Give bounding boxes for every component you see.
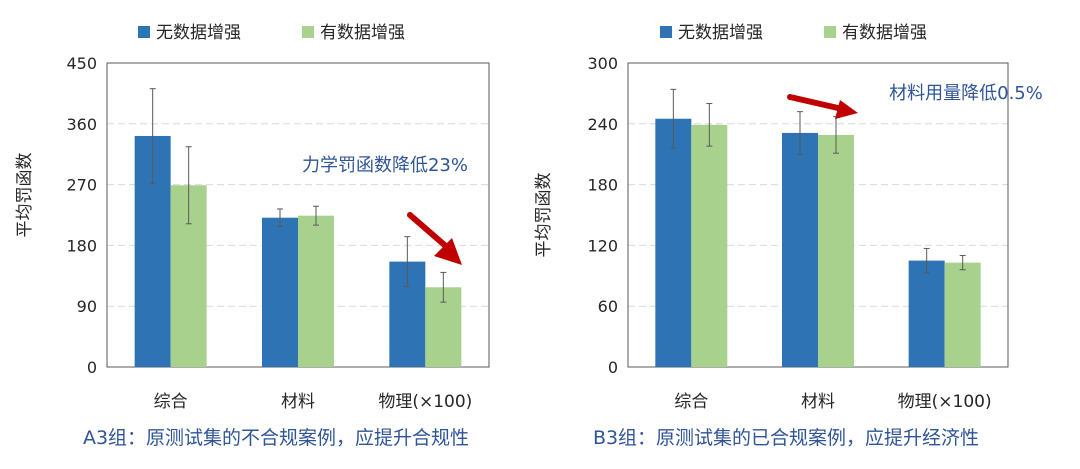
chart-2-caption: B3组：原测试集的已合规案例，应提升经济性 bbox=[593, 427, 979, 449]
chart-2-arrow-shaft bbox=[787, 94, 841, 111]
chart-1-bar bbox=[262, 217, 298, 367]
chart-1-arrow-shaft bbox=[407, 212, 451, 251]
chart-1-legend-swatch bbox=[302, 26, 314, 38]
chart-2-bar bbox=[782, 132, 818, 367]
chart-1-bar bbox=[298, 215, 334, 367]
chart-2-y-tick-label: 120 bbox=[587, 236, 618, 255]
chart-2-y-axis-title: 平均罚函数 bbox=[534, 173, 554, 258]
chart-1-y-tick-label: 450 bbox=[66, 54, 97, 73]
chart-1-y-tick-label: 360 bbox=[66, 115, 97, 134]
chart-1-category-label: 物理(×100) bbox=[378, 392, 472, 412]
chart-2-bar bbox=[908, 260, 945, 367]
chart-1-category-label: 综合 bbox=[154, 392, 188, 412]
chart-1-y-tick-label: 270 bbox=[66, 176, 97, 195]
chart-2-legend-swatch bbox=[824, 26, 836, 38]
chart-1-arrow-head bbox=[434, 238, 462, 265]
chart-2-arrow-head bbox=[835, 100, 858, 119]
chart-2-bar bbox=[655, 118, 692, 367]
chart-2-category-label: 综合 bbox=[674, 392, 708, 412]
chart-1-legend-label: 无数据增强 bbox=[156, 23, 241, 43]
chart-1-y-axis-title: 平均罚函数 bbox=[15, 153, 35, 238]
chart-1-legend-label: 有数据增强 bbox=[320, 23, 405, 43]
chart-2-legend-label: 无数据增强 bbox=[678, 23, 763, 43]
chart-1-annotation: 力学罚函数降低23% bbox=[302, 155, 468, 176]
chart-2-legend-swatch bbox=[660, 26, 672, 38]
chart-2-category-label: 物理(×100) bbox=[898, 392, 992, 412]
chart-1-caption: A3组：原测试集的不合规案例，应提升合规性 bbox=[83, 427, 469, 449]
chart-2-y-tick-label: 0 bbox=[608, 358, 618, 377]
chart-1: 0 90 180 270 360 450 综合 材料 物理(×100) 无数据增强 有数据增强平均罚… bbox=[15, 23, 490, 449]
chart-2-y-tick-label: 300 bbox=[587, 54, 618, 73]
chart-2-legend-label: 有数据增强 bbox=[842, 23, 927, 43]
chart-1-category-label: 材料 bbox=[281, 392, 315, 412]
chart-2-bar bbox=[691, 124, 728, 368]
chart-1-y-tick-label: 90 bbox=[77, 297, 97, 316]
chart-2-bar bbox=[818, 134, 854, 367]
chart-1-y-tick-label: 0 bbox=[87, 358, 97, 377]
chart-2: 0 60 120 180 240 300 综合 材料 物理(×100) 无数据增强 有数据增强平均罚… bbox=[534, 23, 1043, 449]
chart-1-y-tick-label: 180 bbox=[66, 236, 97, 255]
chart-2-y-tick-label: 240 bbox=[587, 115, 618, 134]
chart-1-legend-swatch bbox=[138, 26, 150, 38]
chart-2-annotation: 材料用量降低0.5% bbox=[889, 83, 1043, 104]
chart-2-y-tick-label: 60 bbox=[598, 297, 618, 316]
chart-2-y-tick-label: 180 bbox=[587, 176, 618, 195]
chart-2-bar bbox=[944, 262, 981, 367]
chart-2-category-label: 材料 bbox=[801, 392, 835, 412]
